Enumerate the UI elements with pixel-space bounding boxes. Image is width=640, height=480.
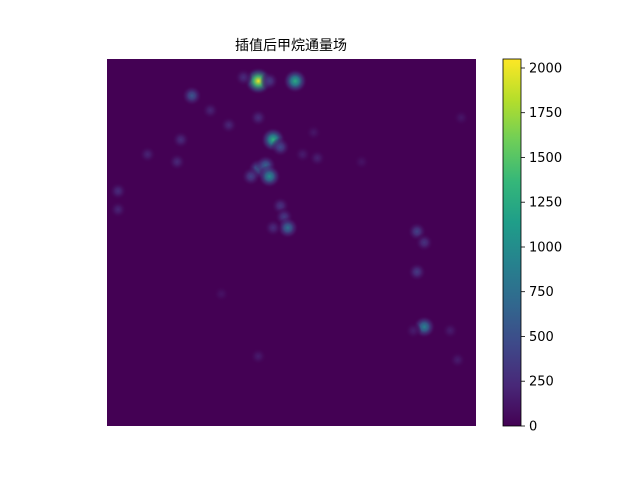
hotspot [449,351,466,369]
hotspot [442,322,459,339]
hotspot [172,130,190,149]
hotspot [220,116,238,134]
hotspot [139,145,157,163]
hotspot-layer [109,67,470,369]
hotspot [264,219,282,237]
heatmap-plot [107,59,476,426]
hotspot [305,124,322,141]
colorbar-tick-label: 1750 [529,106,562,121]
hotspot [257,164,281,188]
colorbar-tick-label: 750 [529,285,554,300]
hotspot [213,286,230,302]
hotspot [109,182,127,200]
hotspot [201,101,219,119]
hotspot [168,153,186,171]
colorbar-gradient [502,58,522,427]
hotspot [308,149,326,167]
colorbar-tick-label: 1000 [529,241,562,256]
colorbar-tick-label: 500 [529,330,554,345]
hotspot [270,137,291,157]
hotspot [249,108,268,127]
colorbar-tick-label: 250 [529,375,554,390]
colorbar-ticks: 0 250 500 750 1000 1250 1500 1750 2000 [521,62,562,435]
colorbar-tick-label: 0 [529,420,537,435]
hotspot [283,68,308,94]
heatmap-background [107,59,476,426]
hotspot [109,201,127,218]
hotspot [181,85,202,106]
hotspot [453,109,470,126]
colorbar-tick-label: 1500 [529,151,562,166]
colorbar-tick-label: 1250 [529,196,562,211]
chart-title: 插值后甲烷通量场 [235,38,347,54]
hotspot [260,71,279,91]
hotspot [277,217,299,239]
hotspot [241,166,261,186]
hotspot [405,322,422,339]
hotspot [250,348,267,365]
colorbar-tick-label: 2000 [529,62,562,77]
hotspot [353,154,370,170]
hotspot [407,262,427,282]
colorbar: 0 250 500 750 1000 1250 1500 1750 2000 [502,58,562,435]
hotspot [415,233,434,252]
hotspot [294,146,311,163]
hotspot [234,68,253,87]
